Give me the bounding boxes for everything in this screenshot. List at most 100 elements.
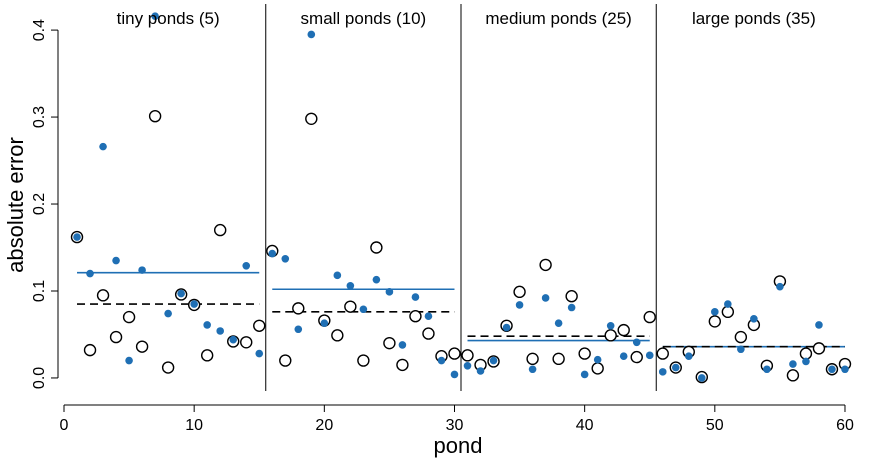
open-point <box>109 330 123 344</box>
open-point <box>656 347 669 360</box>
open-point <box>83 343 97 357</box>
blue-point <box>411 293 420 301</box>
blue-point <box>515 301 524 309</box>
blue-point <box>698 374 706 382</box>
blue-point <box>320 319 329 327</box>
open-point <box>604 329 617 342</box>
blue-point <box>177 289 185 298</box>
group-label-1: tiny ponds (5) <box>117 9 220 28</box>
y-tick-label: 0.4 <box>31 19 48 41</box>
blue-point <box>99 142 107 151</box>
open-point <box>292 302 305 315</box>
blue-point <box>229 335 238 344</box>
open-point <box>200 349 214 362</box>
open-point <box>305 112 318 125</box>
x-tick-label: 50 <box>706 417 724 434</box>
blue-point <box>619 352 628 361</box>
open-point <box>409 310 422 323</box>
blue-point <box>346 281 355 290</box>
open-point <box>448 347 461 360</box>
blue-point <box>606 321 615 330</box>
blue-point <box>776 282 784 291</box>
group-labels: tiny ponds (5) small ponds (10) medium pon… <box>117 9 816 28</box>
blue-point <box>398 341 407 349</box>
blue-point <box>463 361 472 370</box>
group-label-3: medium ponds (25) <box>485 9 631 28</box>
blue-point <box>359 305 368 314</box>
blue-point <box>567 303 576 312</box>
x-tick-label: 0 <box>60 417 69 434</box>
group-label-4: large ponds (35) <box>692 9 816 28</box>
open-point <box>552 352 565 366</box>
blue-point <box>815 321 823 329</box>
blue-point <box>541 294 550 302</box>
blue-point <box>437 356 446 365</box>
blue-point <box>164 309 172 318</box>
open-point <box>799 347 813 360</box>
blue-point <box>554 319 563 327</box>
blue-point <box>242 261 251 270</box>
blue-point <box>281 255 290 263</box>
blue-point <box>802 357 810 366</box>
open-point <box>135 340 149 353</box>
open-point <box>422 327 435 340</box>
open-point <box>591 362 604 375</box>
y-tick-label: 0.3 <box>31 106 48 128</box>
blue-point <box>841 365 849 374</box>
open-point <box>721 305 735 319</box>
open-point <box>396 358 409 372</box>
open-point <box>786 369 800 382</box>
open-point <box>344 300 357 313</box>
blue-point <box>658 368 667 376</box>
open-point <box>279 354 292 367</box>
x-tick-label: 60 <box>836 417 854 434</box>
blue-point <box>190 300 198 308</box>
blue-point <box>125 356 133 365</box>
blue-point <box>645 351 654 360</box>
blue-point <box>750 315 758 323</box>
blue-point <box>580 370 589 379</box>
blue-point <box>424 312 433 321</box>
open-point <box>96 289 110 302</box>
open-point <box>331 329 344 342</box>
open-point <box>213 223 227 237</box>
blue-point <box>372 275 381 284</box>
open-point <box>708 315 722 328</box>
blue-point <box>86 269 94 278</box>
open-point <box>461 349 474 362</box>
open-point <box>734 330 748 344</box>
blue-point <box>684 352 693 361</box>
open-point <box>122 310 136 324</box>
x-tick-label: 20 <box>315 417 333 434</box>
blue-point <box>307 30 316 39</box>
blue-point <box>737 345 745 354</box>
blue-point <box>724 300 732 308</box>
open-point <box>630 350 643 364</box>
blue-point <box>632 338 641 347</box>
open-point <box>617 323 630 337</box>
blue-point <box>255 349 264 358</box>
x-tick-label: 10 <box>185 417 203 434</box>
blue-point <box>763 365 771 374</box>
blue-point <box>671 363 680 372</box>
open-point <box>578 347 591 360</box>
open-point <box>161 361 175 374</box>
axes: 0 10 20 30 40 50 60 0.0 0.1 0.2 0.3 0.4 <box>31 19 854 434</box>
blue-point <box>711 308 719 316</box>
blue-point <box>216 327 224 335</box>
x-tick-label: 40 <box>576 417 594 434</box>
open-point <box>253 319 266 332</box>
blue-point <box>385 288 394 296</box>
open-point <box>370 241 383 254</box>
blue-point <box>294 325 303 334</box>
blue-point <box>203 321 211 329</box>
x-axis-label: pond <box>434 433 483 458</box>
y-tick-label: 0.1 <box>31 280 48 302</box>
y-axis-label: absolute error <box>3 137 28 273</box>
data-points <box>70 12 852 384</box>
open-point <box>539 258 552 272</box>
blue-point <box>593 355 602 364</box>
x-tick-label: 30 <box>446 417 464 434</box>
blue-point <box>112 256 120 265</box>
